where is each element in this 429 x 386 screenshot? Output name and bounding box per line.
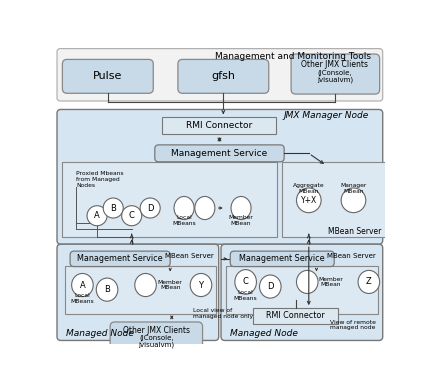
- FancyBboxPatch shape: [230, 251, 334, 267]
- Text: RMI Connector: RMI Connector: [266, 312, 325, 320]
- Text: Managed Node: Managed Node: [230, 329, 298, 338]
- Bar: [226, 266, 378, 313]
- FancyBboxPatch shape: [291, 54, 380, 94]
- Text: Management and Monitoring Tools: Management and Monitoring Tools: [215, 52, 372, 61]
- Text: Aggregate
MBean: Aggregate MBean: [293, 183, 325, 194]
- Text: Z: Z: [366, 278, 372, 286]
- Bar: [282, 162, 386, 237]
- Ellipse shape: [174, 196, 194, 220]
- Ellipse shape: [341, 188, 366, 213]
- Text: Other JMX Clients: Other JMX Clients: [123, 326, 190, 335]
- Ellipse shape: [96, 278, 118, 301]
- Ellipse shape: [122, 206, 142, 226]
- FancyBboxPatch shape: [110, 322, 202, 354]
- Text: C: C: [243, 278, 248, 286]
- Text: Manager
MBean: Manager MBean: [340, 183, 367, 194]
- FancyBboxPatch shape: [155, 145, 284, 162]
- Ellipse shape: [358, 270, 380, 293]
- FancyBboxPatch shape: [70, 251, 170, 267]
- Ellipse shape: [135, 273, 156, 296]
- Text: MBean Server: MBean Server: [165, 253, 214, 259]
- Bar: [254, 308, 338, 323]
- Text: Local
MBeans: Local MBeans: [172, 215, 196, 226]
- Ellipse shape: [87, 206, 107, 226]
- Text: D: D: [147, 203, 154, 213]
- Text: Member
MBean: Member MBean: [318, 276, 343, 287]
- Bar: [62, 162, 277, 237]
- Text: Y: Y: [199, 281, 203, 290]
- Text: (JConsole,: (JConsole,: [317, 69, 352, 76]
- Ellipse shape: [260, 275, 281, 298]
- Ellipse shape: [190, 273, 212, 296]
- Text: MBean Server: MBean Server: [327, 253, 375, 259]
- Ellipse shape: [235, 269, 257, 294]
- Text: Proxied Mbeans
from Managed
Nodes: Proxied Mbeans from Managed Nodes: [76, 171, 124, 188]
- Ellipse shape: [296, 270, 318, 293]
- Text: B: B: [104, 285, 110, 294]
- Bar: [163, 117, 276, 134]
- Text: Local
MBeans: Local MBeans: [71, 293, 94, 303]
- Ellipse shape: [231, 196, 251, 220]
- Bar: [66, 266, 216, 313]
- Text: JMX Manager Node: JMX Manager Node: [284, 111, 369, 120]
- Text: A: A: [79, 281, 85, 290]
- Ellipse shape: [103, 198, 123, 218]
- Text: RMI Connector: RMI Connector: [186, 121, 253, 130]
- Ellipse shape: [296, 188, 321, 213]
- Ellipse shape: [195, 196, 215, 220]
- Text: Management Service: Management Service: [171, 149, 268, 158]
- Text: View of remote
managed node: View of remote managed node: [330, 320, 376, 330]
- Text: D: D: [267, 282, 274, 291]
- Text: C: C: [129, 211, 135, 220]
- Text: MBean Server: MBean Server: [328, 227, 382, 235]
- Ellipse shape: [140, 198, 160, 218]
- FancyBboxPatch shape: [57, 244, 219, 340]
- FancyBboxPatch shape: [62, 59, 153, 93]
- Text: jvisualvm): jvisualvm): [138, 341, 175, 347]
- Text: B: B: [110, 203, 116, 213]
- Text: Member
MBean: Member MBean: [158, 279, 183, 290]
- Text: jvisualvm): jvisualvm): [317, 76, 353, 83]
- Text: Other JMX Clients: Other JMX Clients: [302, 60, 369, 69]
- Text: Pulse: Pulse: [93, 71, 123, 81]
- Text: gfsh: gfsh: [211, 71, 236, 81]
- FancyBboxPatch shape: [178, 59, 269, 93]
- Text: Member
MBean: Member MBean: [229, 215, 254, 226]
- Text: Managed Node: Managed Node: [66, 329, 134, 338]
- Text: Management Service: Management Service: [77, 254, 163, 263]
- Text: Management Service: Management Service: [239, 254, 325, 263]
- Text: Y+X: Y+X: [301, 196, 317, 205]
- Text: Local
MBeans: Local MBeans: [234, 290, 257, 301]
- Text: Local view of
managed node only: Local view of managed node only: [193, 308, 253, 319]
- Text: (JConsole,: (JConsole,: [139, 334, 174, 340]
- FancyBboxPatch shape: [221, 244, 383, 340]
- Ellipse shape: [72, 273, 93, 296]
- FancyBboxPatch shape: [57, 110, 383, 244]
- Text: A: A: [94, 211, 100, 220]
- FancyBboxPatch shape: [57, 49, 383, 101]
